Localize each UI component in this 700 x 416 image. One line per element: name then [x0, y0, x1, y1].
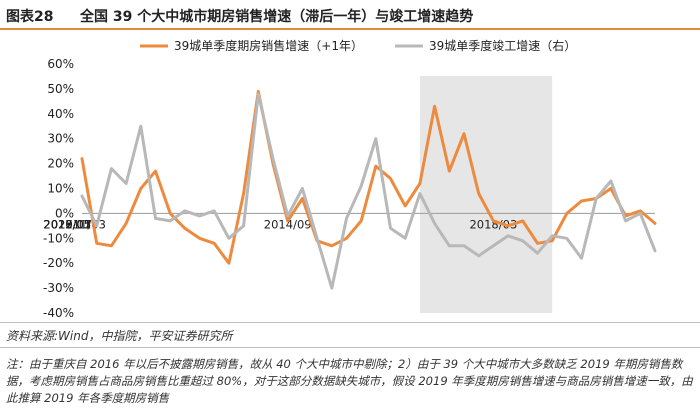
figure-header: 图表28 全国 39 个大中城市期房销售增速（滞后一年）与竣工增速趋势	[0, 0, 700, 30]
x-tick-label: 2015/11	[43, 217, 91, 231]
series-line-completion	[80, 92, 657, 290]
y-tick-label: 50%	[47, 82, 74, 96]
x-tick-label: 2014/09	[264, 217, 312, 231]
y-tick-label: 20%	[47, 157, 74, 171]
legend-completion-label: 39城单季度竣工增速（右）	[429, 38, 576, 53]
legend-presale-label: 39城单季度期房销售增速（+1年）	[174, 38, 363, 53]
figure-title: 全国 39 个大中城市期房销售增速（滞后一年）与竣工增速趋势	[80, 9, 474, 25]
x-tick-label: 2012/05	[43, 217, 91, 231]
y-tick-label: 10%	[47, 182, 74, 196]
y-tick-label: 60%	[47, 57, 74, 71]
x-tick-label: 2020/07	[43, 217, 91, 231]
note-divider	[0, 347, 700, 348]
x-tick-label: 2017/01	[43, 217, 91, 231]
y-tick-label: -40%	[43, 306, 74, 320]
source-text: 资料来源:Wind，中指院，平安证券研究所	[6, 329, 233, 343]
y-tick-label: 0%	[55, 206, 74, 220]
line-chart: 60%50%40%30%20%10%0%-10%-20%-30%-40%2011…	[43, 38, 657, 320]
footnote-text: 注：由于重庆自 2016 年以后不披露期房销售，故从 40 个大中城市中剔除；2…	[6, 357, 693, 405]
y-tick-label: -20%	[43, 256, 74, 270]
y-tick-label: -30%	[43, 281, 74, 295]
y-tick-label: 40%	[47, 107, 74, 121]
x-tick-label: 2013/07	[43, 217, 91, 231]
y-tick-label: -10%	[43, 231, 74, 245]
series-line-presale	[80, 89, 657, 265]
figure-number: 图表28	[6, 9, 54, 25]
x-tick-label: 2019/05	[43, 217, 91, 231]
shaded-region	[419, 76, 553, 313]
source-divider	[0, 322, 700, 323]
y-tick-label: 30%	[47, 132, 74, 146]
x-tick-label: 2018/03	[469, 217, 517, 231]
